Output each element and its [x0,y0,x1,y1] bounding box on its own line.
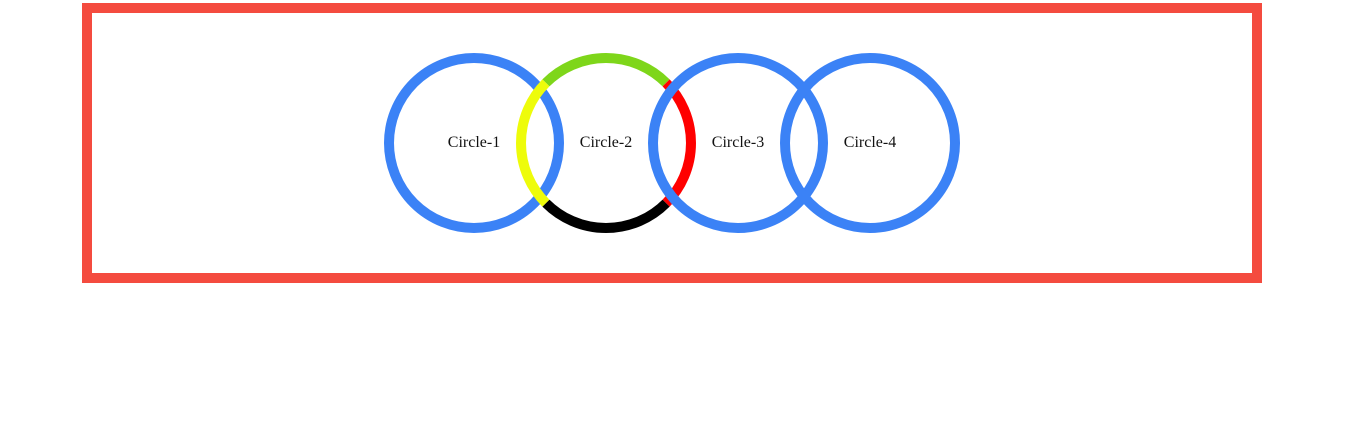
circle-2-ring [516,53,696,233]
circle-2-top-arc [542,53,670,87]
circle-4-stroke [780,53,960,233]
circle-3-ring [648,53,828,233]
circle-1-stroke [384,53,564,233]
circle-1[interactable]: Circle-1 [384,53,564,233]
container-frame [82,3,1262,283]
circle-3-label: Circle-3 [711,134,765,151]
circle-2-left-arc [516,79,550,207]
circle-2[interactable]: Circle-2 [516,53,696,233]
circle-2-label: Circle-2 [579,134,633,151]
circle-1-ring [384,53,564,233]
circle-3[interactable]: Circle-3 [648,53,828,233]
circle-3-stroke [648,53,828,233]
circle-2-right-arc [662,79,696,207]
circle-4-ring [780,53,960,233]
circle-4-label: Circle-4 [843,134,897,151]
circle-4[interactable]: Circle-4 [780,53,960,233]
circle-1-label: Circle-1 [447,134,501,151]
circle-2-bottom-arc [542,199,670,233]
